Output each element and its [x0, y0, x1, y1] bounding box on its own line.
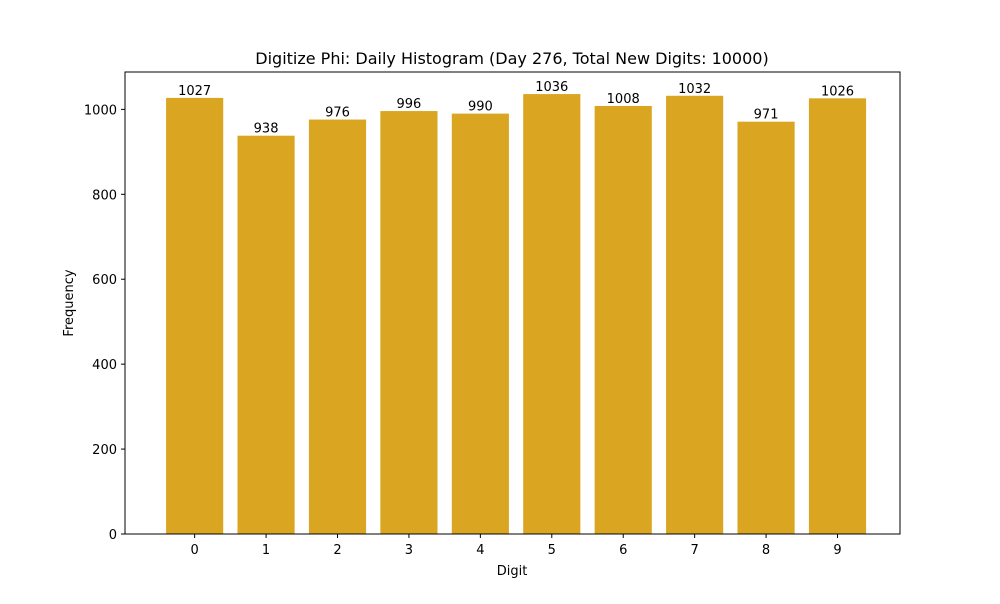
- x-tick-label: 6: [619, 543, 627, 558]
- x-tick-label: 5: [548, 543, 556, 558]
- bar-value-label: 1032: [678, 82, 711, 97]
- chart-title: Digitize Phi: Daily Histogram (Day 276, …: [255, 49, 768, 68]
- y-axis: 0 200 400 600 800 1000: [84, 103, 125, 543]
- bar-digit-2: [308, 119, 367, 534]
- y-tick-label: 1000: [84, 103, 117, 118]
- y-tick-label: 600: [92, 273, 117, 288]
- bar-digit-8: [737, 121, 795, 535]
- x-tick-label: 3: [405, 543, 413, 558]
- x-tick-label: 4: [476, 543, 484, 558]
- bar-value-label: 938: [254, 122, 279, 137]
- bar-digit-4: [451, 113, 509, 535]
- x-tick-label: 2: [333, 543, 341, 558]
- x-tick-label: 9: [833, 543, 841, 558]
- bar-digit-1: [237, 135, 295, 534]
- bar-value-label: 971: [754, 108, 779, 123]
- x-tick-label: 8: [762, 543, 770, 558]
- bar-digit-0: [166, 97, 224, 534]
- y-tick-label: 200: [92, 443, 117, 458]
- x-tick-label: 0: [191, 543, 199, 558]
- bars-group: [166, 94, 867, 535]
- y-tick-label: 800: [92, 188, 117, 203]
- bar-value-label: 990: [468, 100, 493, 115]
- axes-frame: [124, 71, 901, 535]
- x-axis: 0 1 2 3 4 5 6 7 8 9: [191, 534, 842, 558]
- bar-value-label: 976: [325, 106, 350, 121]
- bar-digit-9: [808, 98, 867, 534]
- data-labels-group: 1027 938 976 996 990 1036 1008 1032 971 1026: [178, 80, 854, 137]
- bar-value-label: 1027: [178, 84, 211, 99]
- bar-digit-7: [666, 95, 724, 534]
- bar-value-label: 1026: [821, 84, 854, 99]
- y-tick-label: 0: [109, 528, 117, 543]
- bar-value-label: 1008: [607, 92, 640, 107]
- x-tick-label: 1: [262, 543, 270, 558]
- bar-digit-3: [380, 111, 438, 535]
- bar-value-label: 1036: [535, 80, 568, 95]
- bar-digit-5: [523, 94, 581, 535]
- x-tick-label: 7: [691, 543, 699, 558]
- bar-digit-6: [594, 105, 652, 535]
- y-axis-label: Frequency: [62, 269, 77, 336]
- bar-value-label: 996: [397, 97, 422, 112]
- x-axis-label: Digit: [497, 564, 528, 579]
- y-tick-label: 400: [92, 358, 117, 373]
